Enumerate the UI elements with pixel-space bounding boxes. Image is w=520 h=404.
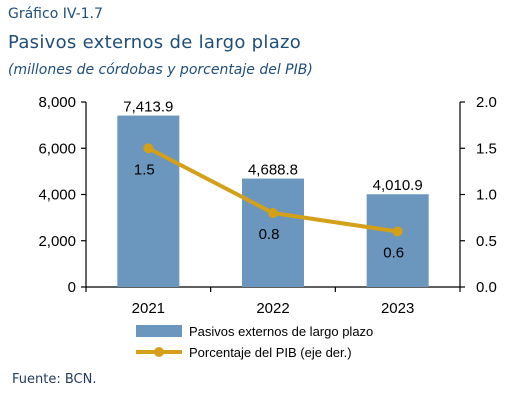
left-tick-label: 2,000 [38, 233, 76, 250]
line-value-label: 0.8 [259, 226, 280, 243]
bar-value-label: 4,010.9 [373, 177, 423, 194]
line-value-label: 0.6 [383, 245, 404, 262]
bar-value-label: 4,688.8 [248, 162, 298, 179]
right-tick-label: 1.0 [476, 187, 497, 204]
left-tick-label: 4,000 [38, 187, 76, 204]
chart-label: Gráfico IV-1.7 [8, 6, 103, 22]
chart-title: Pasivos externos de largo plazo [8, 32, 302, 53]
legend-marker-line [154, 347, 164, 357]
left-tick-label: 6,000 [38, 140, 76, 157]
bar-value-label: 7,413.9 [123, 99, 173, 116]
right-tick-label: 1.5 [476, 140, 497, 157]
x-tick-label: 2021 [132, 300, 165, 317]
line-point [392, 226, 403, 237]
x-tick-label: 2022 [256, 300, 289, 317]
line-point [268, 208, 278, 218]
legend-label-line: Porcentaje del PIB (eje der.) [189, 345, 352, 360]
legend-label-bars: Pasivos externos de largo plazo [189, 324, 373, 339]
x-tick-label: 2023 [381, 300, 414, 317]
bar [242, 178, 304, 287]
right-tick-label: 0.5 [476, 233, 497, 250]
legend-swatch-bars [136, 325, 182, 337]
line-value-label: 1.5 [134, 161, 155, 178]
line-point [143, 143, 154, 154]
chart-subtitle: (millones de córdobas y porcentaje del P… [8, 62, 313, 78]
left-tick-label: 0 [68, 279, 76, 296]
bar [117, 115, 180, 288]
bar [366, 194, 429, 287]
source-note: Fuente: BCN. [12, 372, 97, 387]
right-tick-label: 2.0 [476, 94, 497, 111]
right-tick-label: 0.0 [476, 279, 497, 296]
left-tick-label: 8,000 [38, 94, 76, 111]
